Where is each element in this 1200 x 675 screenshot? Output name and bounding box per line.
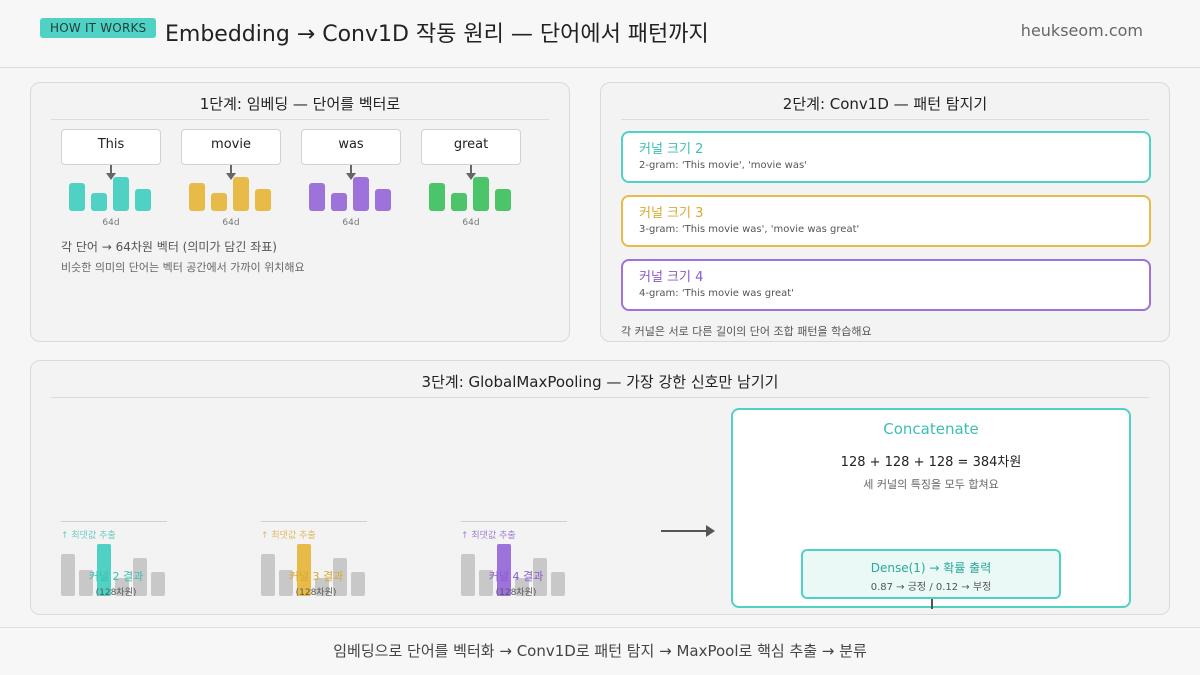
pool-sub: (128차원) [295,588,337,598]
step1-panel: 1단계: 임베딩 — 단어를 벡터로 This 64d movie 64d wa… [30,82,570,342]
step3-panel: 3단계: GlobalMaxPooling — 가장 강한 신호만 남기기 ↑ … [30,360,1170,615]
word-block-movie: movie 64d [181,129,281,228]
pool-sub: (128차원) [95,588,137,598]
concatenate-box: Concatenate 128 + 128 + 128 = 384차원 세 커널… [731,408,1131,609]
word-block-great: great 64d [421,129,521,228]
dense-connector [931,599,933,609]
vector-dim-label: 64d [102,218,120,228]
kernel-title: 커널 크기 2 [639,142,704,157]
concatenate-sub: 세 커널의 특징을 모두 합쳐요 [863,478,999,491]
kernel-card-3: 커널 크기 3 3-gram: 'This movie was', 'movie… [621,195,1151,247]
embedding-vector [309,177,393,211]
step2-note: 각 커널은 서로 다른 길이의 단어 조합 패턴을 학습해요 [621,325,872,338]
step2-divider [621,119,1149,120]
max-extract-tag: ↑ 최댓값 추출 [461,531,516,541]
word-block-was: was 64d [301,129,401,228]
kernel-card-2: 커널 크기 2 2-gram: 'This movie', 'movie was… [621,131,1151,183]
vector-dim-label: 64d [342,218,360,228]
site-name: heukseom.com [1020,21,1143,40]
step1-divider [51,119,549,120]
down-arrow-icon [226,165,236,180]
max-extract-tag: ↑ 최댓값 추출 [61,531,116,541]
kernel-card-4: 커널 크기 4 4-gram: 'This movie was great' [621,259,1151,311]
dense-title: Dense(1) → 확률 출력 [870,561,992,575]
down-arrow-icon [346,165,356,180]
word-box: great [421,129,521,165]
down-arrow-icon [106,165,116,180]
pool-label: 커널 4 결과 [488,570,544,583]
embedding-vector [69,177,153,211]
concatenate-formula: 128 + 128 + 128 = 384차원 [840,455,1022,470]
step1-note-secondary: 비슷한 의미의 단어는 벡터 공간에서 가까이 위치해요 [61,261,305,274]
pool-group-kernel4: ↑ 최댓값 추출 [461,506,571,596]
pool-label: 커널 2 결과 [88,570,144,583]
word-box: was [301,129,401,165]
step3-title: 3단계: GlobalMaxPooling — 가장 강한 신호만 남기기 [421,373,779,391]
dense-box: Dense(1) → 확률 출력 0.87 → 긍정 / 0.12 → 부정 [801,549,1061,609]
step2-panel: 2단계: Conv1D — 패턴 탐지기 커널 크기 2 2-gram: 'Th… [600,82,1170,342]
pool-sub: (128차원) [495,588,537,598]
how-it-works-badge: HOW IT WORKS [40,18,157,38]
step2-title: 2단계: Conv1D — 패턴 탐지기 [782,95,988,113]
kernel-desc: 4-gram: 'This movie was great' [639,288,794,299]
word-box: movie [181,129,281,165]
kernel-title: 커널 크기 4 [639,270,704,285]
footer-summary: 임베딩으로 단어를 벡터화 → Conv1D로 패턴 탐지 → MaxPool로… [0,627,1200,675]
kernel-desc: 2-gram: 'This movie', 'movie was' [639,160,807,171]
step3-divider [51,397,1149,398]
concatenate-title: Concatenate [883,420,979,438]
right-arrow-icon [661,525,715,537]
step1-title: 1단계: 임베딩 — 단어를 벡터로 [199,95,401,113]
pool-label: 커널 3 결과 [288,570,344,583]
kernel-desc: 3-gram: 'This movie was', 'movie was gre… [639,224,860,235]
embedding-vector [189,177,273,211]
max-extract-tag: ↑ 최댓값 추출 [261,531,316,541]
dense-detail: 0.87 → 긍정 / 0.12 → 부정 [870,582,992,593]
down-arrow-icon [466,165,476,180]
pool-group-kernel2: ↑ 최댓값 추출 [61,506,171,596]
word-block-this: This 64d [61,129,161,228]
vector-dim-label: 64d [222,218,240,228]
step1-note-primary: 각 단어 → 64차원 벡터 (의미가 담긴 좌표) [61,240,277,254]
page-title: Embedding → Conv1D 작동 원리 — 단어에서 패턴까지 [165,22,709,47]
vector-dim-label: 64d [462,218,480,228]
pool-group-kernel3: ↑ 최댓값 추출 [261,506,371,596]
word-box: This [61,129,161,165]
header: HOW IT WORKS Embedding → Conv1D 작동 원리 — … [0,0,1200,68]
kernel-title: 커널 크기 3 [639,206,704,221]
embedding-vector [429,177,513,211]
